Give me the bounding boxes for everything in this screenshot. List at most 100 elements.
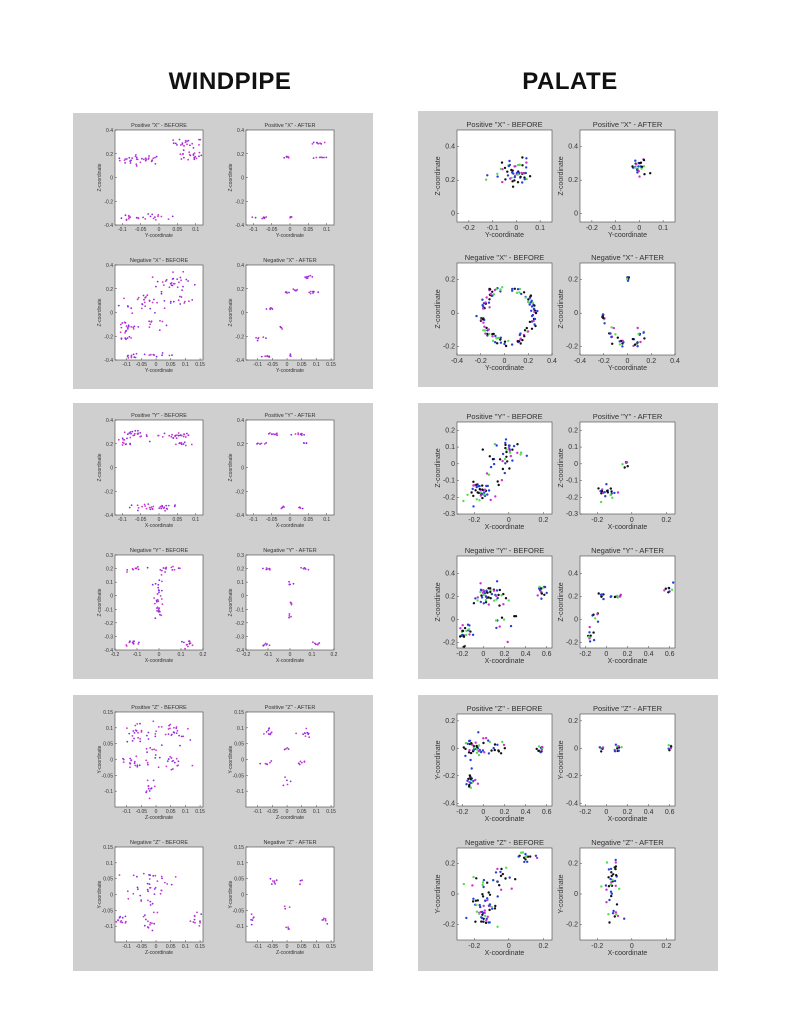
data-point (477, 744, 481, 747)
x-axis-label: X-coordinate (145, 658, 174, 664)
data-point (148, 874, 150, 876)
data-point (161, 877, 164, 880)
data-point (485, 589, 488, 592)
data-point (605, 483, 608, 486)
y-tick-label: 0.15 (234, 845, 244, 851)
y-axis-label: Z-coordinate (97, 298, 103, 326)
x-tick-label: 0.15 (326, 362, 336, 368)
data-point (145, 747, 148, 750)
y-tick-label: 0 (574, 745, 578, 752)
data-point (484, 332, 487, 335)
x-tick-label: 0 (289, 652, 292, 658)
plot-area (456, 555, 553, 649)
data-point (505, 448, 508, 451)
data-point (292, 288, 295, 291)
data-point (184, 141, 187, 144)
data-point (636, 326, 639, 330)
data-point (541, 586, 545, 589)
data-point (160, 215, 163, 218)
data-point (316, 141, 319, 144)
y-tick-label: 0.2 (237, 567, 244, 573)
data-point (487, 489, 491, 492)
data-point (511, 448, 514, 451)
data-point (483, 325, 486, 328)
x-axis-label: Z-coordinate (145, 815, 173, 821)
data-point (600, 595, 603, 598)
data-point (137, 888, 139, 891)
data-point (191, 299, 194, 301)
x-tick-label: 0.2 (538, 943, 548, 950)
data-point (637, 332, 640, 336)
data-point (126, 355, 129, 358)
data-point (156, 606, 159, 609)
data-point (160, 889, 163, 892)
data-point (475, 483, 478, 486)
data-point (468, 739, 472, 742)
x-tick-label: 0.1 (192, 517, 199, 523)
data-point (136, 875, 138, 878)
data-point (187, 645, 189, 648)
plot-title: Positive "Y" - BEFORE (466, 412, 542, 421)
plot-title: Positive "Y" - BEFORE (131, 413, 187, 419)
data-point (171, 215, 174, 218)
data-point (519, 453, 522, 456)
data-point (120, 326, 123, 329)
data-point (517, 855, 520, 858)
data-point (198, 151, 201, 154)
data-point (177, 432, 180, 434)
data-point (157, 434, 160, 437)
data-point (297, 432, 300, 435)
data-point (312, 641, 314, 644)
data-point (155, 749, 157, 751)
data-point (471, 884, 474, 887)
plot-area (114, 554, 204, 651)
data-point (173, 282, 176, 285)
data-point (154, 216, 156, 219)
data-point (506, 640, 509, 644)
data-point (121, 916, 124, 919)
data-point (614, 333, 617, 336)
data-point (157, 214, 160, 216)
data-point (521, 181, 524, 184)
data-point (520, 292, 523, 296)
data-point (609, 487, 612, 490)
data-point (516, 288, 520, 291)
data-point (478, 484, 481, 488)
y-tick-label: -0.2 (235, 489, 244, 495)
y-axis-label: Z-coordinate (228, 298, 234, 326)
data-point (507, 444, 511, 447)
data-point (153, 602, 156, 605)
data-point (146, 761, 149, 764)
plot-w8: Negative "Y" - AFTER-0.2 -0.1 0 0.1 0.20.30.… (228, 548, 338, 664)
data-point (176, 434, 178, 437)
data-point (482, 737, 485, 740)
data-point (610, 335, 613, 339)
data-point (151, 748, 154, 751)
data-point (124, 322, 127, 324)
data-point (516, 340, 520, 343)
y-axis-label: Z-coordinate (97, 453, 103, 481)
data-point (490, 749, 493, 752)
x-tick-label: -0.1 (249, 517, 258, 523)
x-tick-label: -0.1 (118, 517, 127, 523)
data-point (526, 330, 530, 333)
data-point (636, 345, 639, 348)
y-tick-label: 0.15 (103, 710, 113, 716)
data-point (615, 913, 618, 916)
data-point (610, 892, 613, 895)
data-point (170, 282, 173, 284)
data-point (167, 504, 170, 507)
plot-title: Negative "Y" - AFTER (263, 548, 316, 554)
data-point (484, 736, 488, 740)
data-point (470, 742, 473, 745)
data-point (157, 215, 159, 218)
data-point (669, 747, 672, 750)
data-point (132, 328, 135, 330)
data-point (514, 615, 518, 618)
data-point (288, 613, 291, 615)
data-point (145, 159, 148, 161)
data-point (160, 598, 163, 600)
data-point (625, 461, 628, 464)
data-point (303, 732, 306, 734)
data-point (154, 735, 157, 738)
